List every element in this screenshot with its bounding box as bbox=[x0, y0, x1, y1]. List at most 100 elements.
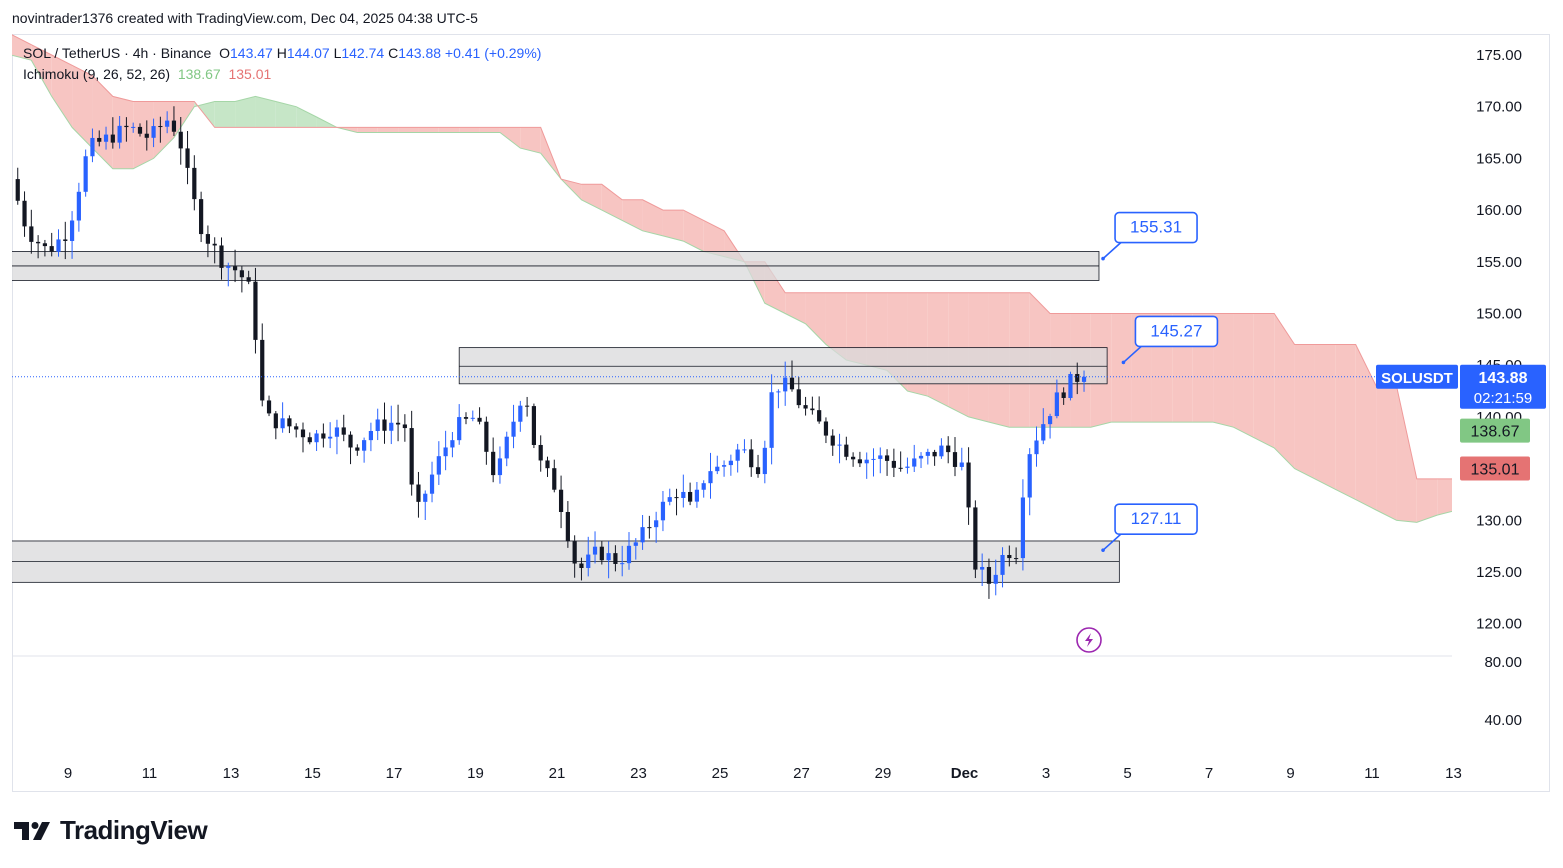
candle-body-up bbox=[912, 458, 917, 467]
candle-body-down bbox=[565, 511, 570, 542]
candle-body-up bbox=[776, 391, 781, 393]
time-axis[interactable]: 9 11 13 15 17 19 21 23 25 27 29 Dec 3 5 7 9 11 13 bbox=[64, 765, 1462, 782]
candle-body-down bbox=[158, 126, 163, 128]
span-a-badge-value: 138.67 bbox=[1471, 424, 1520, 441]
cloud-segment-bearish bbox=[1498, 479, 1518, 505]
candle-body-down bbox=[124, 125, 129, 128]
time-tick-label: Dec bbox=[951, 765, 979, 782]
candle-body-up bbox=[1047, 416, 1053, 425]
target-label-2[interactable]: 145.27 bbox=[1121, 315, 1219, 365]
cloud-segment-bearish bbox=[499, 127, 521, 149]
candle-body-down bbox=[355, 447, 360, 451]
candle-body-down bbox=[205, 234, 211, 244]
candle-body-up bbox=[654, 520, 659, 528]
candle-body-up bbox=[470, 417, 475, 419]
lower-pane-tick-label: 80.00 bbox=[1484, 654, 1522, 671]
lower-pane-axis: 80.00 40.00 bbox=[1484, 654, 1522, 729]
candle-body-up bbox=[76, 191, 81, 221]
candle-body-up bbox=[980, 567, 985, 570]
price-badge-bg bbox=[1460, 364, 1546, 409]
tradingview-logo[interactable]: TradingView bbox=[14, 815, 208, 846]
high-label: H bbox=[276, 45, 287, 61]
candle-body-up bbox=[334, 427, 340, 437]
candle-body-up bbox=[511, 421, 516, 437]
candle-body-down bbox=[212, 243, 217, 246]
cloud-segment-bearish bbox=[581, 184, 602, 211]
candle-body-up bbox=[769, 392, 774, 448]
time-tick-label: 11 bbox=[1364, 765, 1380, 782]
cloud-segment-bearish bbox=[72, 65, 93, 149]
cloud-segment-bearish bbox=[1335, 344, 1356, 500]
candle-body-down bbox=[599, 546, 604, 561]
cloud-segment-bearish bbox=[51, 55, 73, 128]
time-tick-label: 21 bbox=[549, 765, 566, 782]
candle-body-down bbox=[579, 563, 584, 568]
target-label-3[interactable]: 127.11 bbox=[1101, 503, 1198, 552]
cloud-segment-bearish bbox=[1314, 344, 1336, 490]
candle-body-down bbox=[810, 408, 815, 411]
cloud-segment-bearish bbox=[1539, 479, 1550, 495]
price-badge-value: 143.88 bbox=[1479, 370, 1528, 387]
cloud-segment-bearish bbox=[1294, 344, 1315, 479]
lightning-icon[interactable] bbox=[1076, 627, 1102, 653]
price-zones[interactable] bbox=[12, 251, 1120, 583]
target-labels[interactable]: 155.31 145.27 127.11 bbox=[1101, 211, 1219, 552]
target-label-1[interactable]: 155.31 bbox=[1101, 211, 1198, 261]
price-chart[interactable]: 155.31 145.27 127.11 175.00 170.00 165.00 160… bbox=[12, 34, 1550, 792]
price-tick-label: 130.00 bbox=[1476, 512, 1522, 529]
candle-body-down bbox=[973, 507, 978, 570]
candle-body-up bbox=[103, 134, 109, 142]
span-a-badge-bg bbox=[1460, 418, 1530, 443]
candle-body-down bbox=[898, 467, 903, 469]
time-tick-label: 9 bbox=[1286, 765, 1294, 782]
price-tick-label: 120.00 bbox=[1476, 616, 1522, 633]
cloud-segment-bearish bbox=[683, 210, 704, 252]
time-tick-label: 11 bbox=[142, 765, 158, 782]
candle-body-up bbox=[117, 125, 122, 143]
price-axis[interactable]: 175.00170.00165.00160.00155.00150.00145.… bbox=[1476, 47, 1522, 633]
candle-body-up bbox=[708, 471, 713, 484]
candle-body-up bbox=[389, 422, 394, 431]
symbol-legend[interactable]: SOL / TetherUS · 4h · Binance O143.47 H1… bbox=[23, 45, 541, 61]
cloud-segment-bullish bbox=[275, 101, 297, 128]
candle-body-up bbox=[871, 458, 876, 460]
cloud-segment-bearish bbox=[173, 101, 195, 138]
cloud-segment-bearish bbox=[601, 184, 623, 221]
candle-body-down bbox=[952, 452, 958, 467]
candle-body-down bbox=[823, 421, 829, 436]
candle-body-down bbox=[884, 455, 890, 461]
price-tick-label: 125.00 bbox=[1476, 564, 1522, 581]
candle-body-down bbox=[395, 422, 401, 425]
candle-body-down bbox=[63, 239, 68, 241]
target-value: 155.31 bbox=[1130, 218, 1182, 237]
time-tick-label: 17 bbox=[386, 765, 403, 782]
candle-body-up bbox=[457, 417, 462, 441]
candle-body-up bbox=[443, 447, 448, 457]
cloud-segment-bearish bbox=[1376, 385, 1397, 521]
candle-body-up bbox=[1034, 440, 1039, 455]
cloud-segment-bearish bbox=[1274, 313, 1295, 469]
target-box bbox=[1134, 315, 1219, 348]
candle-body-down bbox=[144, 133, 149, 138]
candle-body-down bbox=[97, 137, 102, 142]
candle-body-up bbox=[56, 239, 61, 252]
candle-body-up bbox=[69, 220, 75, 241]
candle-body-down bbox=[294, 426, 299, 430]
candle-body-up bbox=[1054, 392, 1059, 417]
candle-body-down bbox=[29, 226, 34, 242]
cloud-segment-bearish bbox=[805, 292, 826, 345]
candle-body-down bbox=[484, 421, 489, 452]
cloud-segment-bearish bbox=[1253, 313, 1275, 448]
candle-body-down bbox=[137, 126, 143, 134]
indicator-legend[interactable]: Ichimoku (9, 26, 52, 26) 138.67 135.01 bbox=[23, 66, 271, 82]
candle-body-up bbox=[837, 444, 842, 446]
candle-body-down bbox=[1007, 554, 1012, 559]
candle-body-up bbox=[436, 456, 441, 475]
candle-body-up bbox=[586, 554, 591, 568]
candle-body-down bbox=[817, 410, 822, 422]
candle-body-up bbox=[362, 440, 367, 451]
cloud-segment-bearish bbox=[1519, 479, 1539, 500]
time-tick-label: 19 bbox=[467, 765, 484, 782]
candle-body-down bbox=[36, 241, 41, 244]
countdown-value: 02:21:59 bbox=[1474, 390, 1532, 407]
